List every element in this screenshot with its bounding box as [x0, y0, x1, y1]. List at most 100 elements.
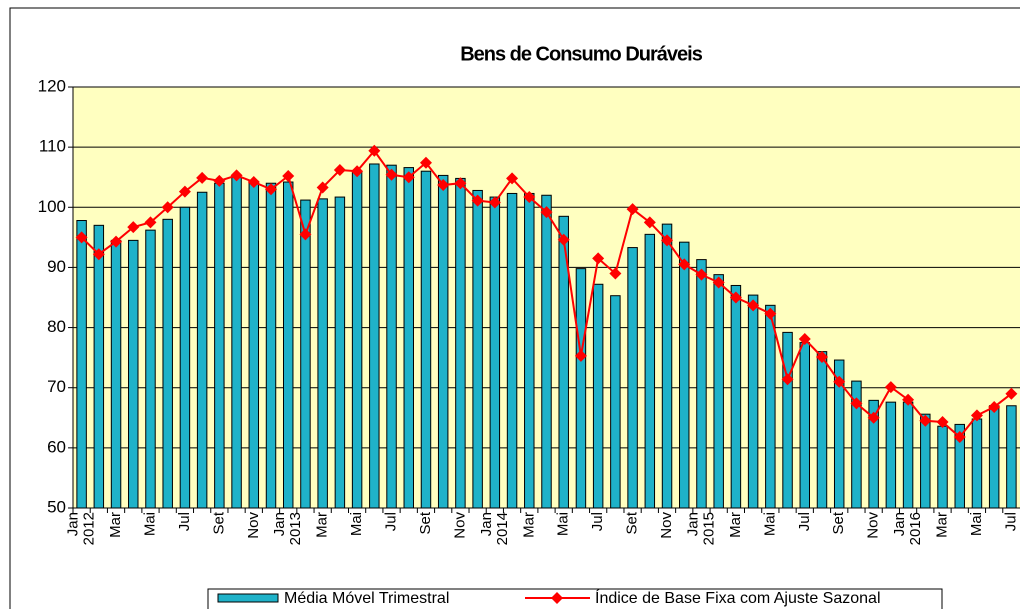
line-marker [970, 409, 983, 422]
x-tick-label: Mai [967, 512, 985, 537]
line-marker [110, 235, 123, 248]
line-marker [161, 201, 174, 214]
bar [524, 192, 535, 509]
line-marker [230, 169, 243, 182]
line-marker [144, 216, 157, 229]
line-marker [247, 176, 260, 189]
line-marker [764, 307, 777, 320]
x-tick-label: Mar [520, 512, 538, 538]
line-marker [437, 179, 450, 192]
x-tick-label: Mar [107, 512, 125, 538]
line-marker [902, 393, 915, 406]
bar [455, 177, 466, 509]
y-tick-label: 70 [47, 377, 66, 396]
x-tick-label: Set [416, 512, 434, 535]
bar [679, 241, 690, 509]
line-marker [1005, 387, 1018, 400]
line-marker [919, 414, 932, 427]
line-marker [643, 216, 656, 229]
line-marker [867, 411, 880, 424]
legend-swatch [217, 593, 279, 603]
line-marker [626, 203, 639, 216]
line-marker [282, 170, 295, 183]
bar [1006, 405, 1017, 509]
x-tick-label: Jan 2013 [271, 512, 305, 546]
x-tick-label: Mar [726, 512, 744, 538]
bar [196, 191, 208, 509]
y-tick-label: 80 [47, 317, 66, 336]
chart-title: Bens de Consumo Duráveis [460, 43, 703, 65]
bar [988, 405, 1000, 509]
x-tick-label: Jan 2012 [64, 512, 98, 546]
line-marker [798, 332, 811, 345]
y-tick-label: 60 [47, 437, 66, 456]
bar [472, 189, 483, 509]
x-tick-label: Set [830, 512, 848, 535]
bar [145, 229, 156, 509]
line-marker [402, 171, 415, 184]
bar [971, 418, 983, 509]
legend-label: Índice de Base Fixa com Ajuste Sazonal [595, 588, 881, 607]
chart-border [9, 7, 1020, 609]
x-tick-label: Jul [589, 512, 607, 532]
bar [799, 342, 811, 509]
bar [575, 268, 587, 509]
y-tick-label: 100 [38, 197, 66, 216]
x-tick-label: Mai [348, 512, 366, 537]
bar [644, 233, 656, 509]
bar [506, 192, 518, 509]
x-tick-label: Nov [864, 512, 882, 539]
line-marker [936, 415, 949, 428]
line-marker [695, 268, 708, 281]
bar [76, 220, 87, 509]
x-tick-label: Set [623, 512, 641, 535]
line-marker [351, 165, 364, 178]
line-marker [747, 299, 760, 312]
x-tick-label: Mai [761, 512, 779, 537]
x-tick-label: Mar [933, 512, 951, 538]
bar [386, 164, 397, 509]
x-tick-label: Jan 2015 [684, 512, 718, 546]
bar [179, 206, 191, 509]
bar [765, 304, 776, 509]
x-tick-label: Jan 2014 [477, 512, 511, 546]
bar [747, 294, 759, 509]
legend-marker [551, 592, 563, 604]
bar [248, 180, 260, 509]
x-tick-label: Jul [175, 512, 193, 532]
x-tick-label: Jul [795, 512, 813, 532]
bar [885, 401, 897, 509]
bar [334, 196, 346, 509]
x-tick-label: Mai [141, 512, 159, 537]
y-tick-label: 110 [39, 137, 66, 156]
bar [300, 199, 311, 509]
bar [128, 239, 139, 509]
bar [110, 239, 122, 509]
line-marker [506, 172, 519, 185]
line-marker [385, 168, 398, 181]
line-marker [127, 221, 140, 234]
bar [592, 283, 604, 509]
line-marker [574, 349, 587, 362]
x-tick-label: Nov [658, 512, 676, 539]
line-marker [265, 183, 278, 196]
bar [282, 181, 294, 509]
line-marker [316, 181, 329, 194]
y-tick-label: 50 [47, 497, 66, 516]
bar [403, 167, 414, 509]
bar [696, 259, 707, 509]
x-tick-label: Mai [554, 512, 572, 537]
bar [214, 182, 225, 509]
x-tick-label: Jul [382, 512, 400, 532]
x-tick-label: Mar [313, 512, 331, 538]
line-marker [661, 234, 674, 247]
bar [162, 218, 173, 509]
line-marker [540, 206, 553, 219]
line-marker [850, 397, 863, 410]
line-marker [678, 258, 691, 271]
line-marker [988, 400, 1001, 413]
bar [369, 163, 380, 509]
line-marker [609, 267, 622, 280]
line-marker [75, 231, 88, 244]
line-marker [178, 185, 191, 198]
